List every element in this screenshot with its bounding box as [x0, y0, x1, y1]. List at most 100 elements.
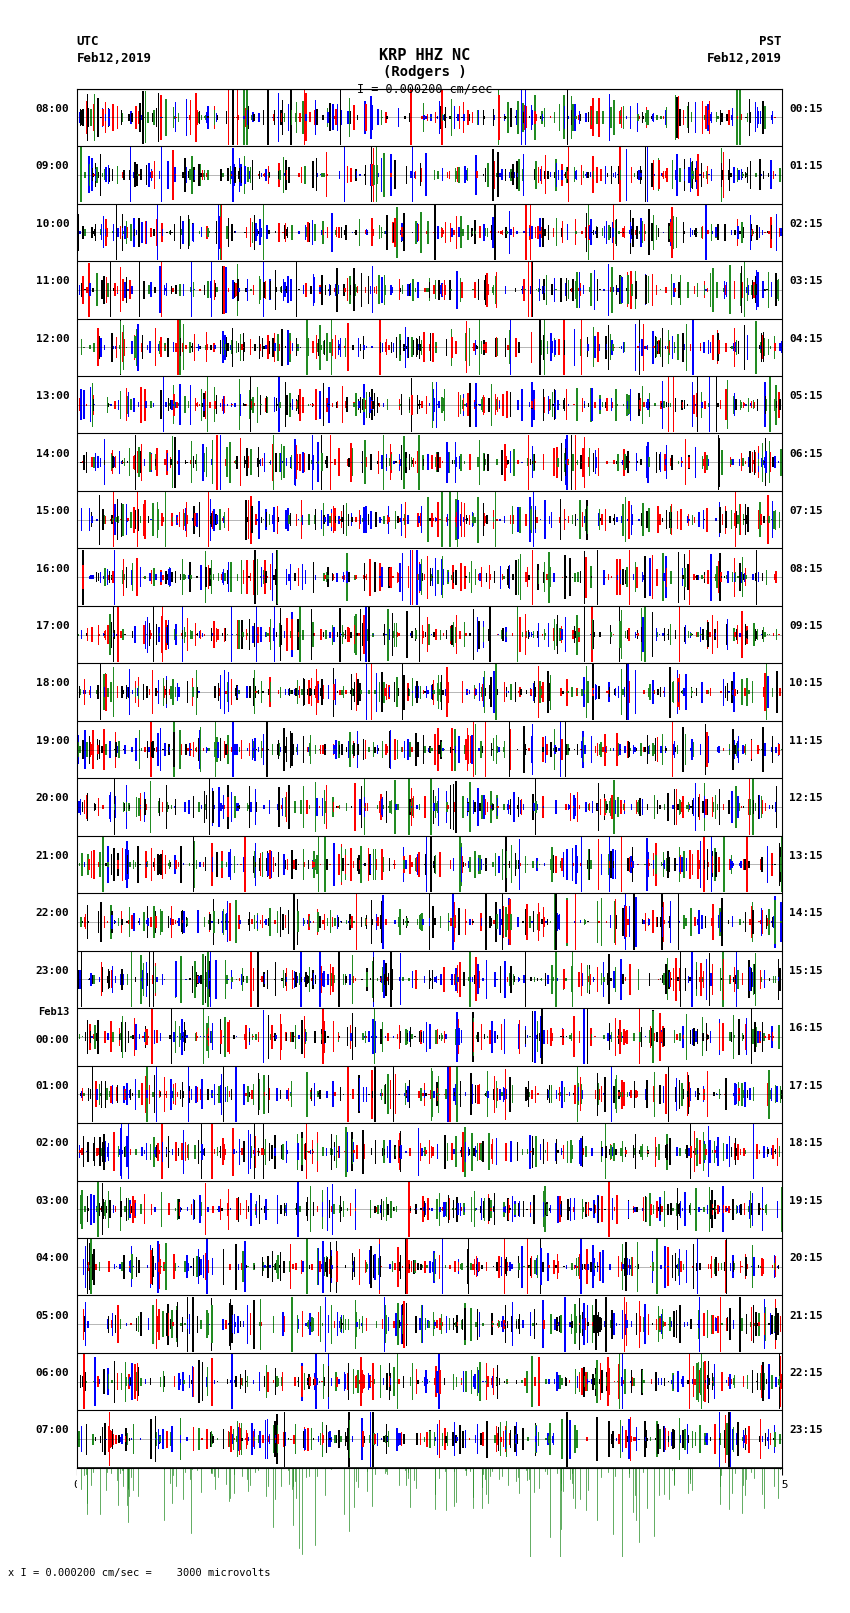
Bar	[738, 736, 740, 763]
Bar	[532, 861, 534, 868]
Bar	[497, 397, 498, 413]
Bar	[493, 1089, 495, 1100]
Bar	[698, 516, 700, 523]
Bar	[443, 115, 444, 119]
Bar	[127, 687, 128, 697]
Bar	[444, 1202, 445, 1216]
Bar	[158, 510, 159, 531]
Bar	[96, 1089, 98, 1100]
Bar	[756, 1144, 758, 1160]
Bar	[736, 511, 737, 527]
Bar	[515, 1436, 517, 1444]
Bar	[689, 632, 691, 637]
Bar	[625, 915, 626, 929]
Bar	[391, 969, 393, 990]
Bar	[383, 1436, 385, 1442]
Bar	[577, 1376, 578, 1387]
Bar	[461, 1378, 462, 1386]
Bar	[706, 106, 707, 129]
Bar	[587, 337, 588, 358]
Bar	[299, 606, 301, 663]
Bar	[453, 1374, 455, 1390]
Bar	[758, 1313, 760, 1336]
Bar	[519, 1019, 520, 1053]
Bar	[750, 1200, 751, 1219]
Bar	[541, 689, 542, 695]
Bar	[469, 919, 471, 924]
Bar	[225, 266, 227, 313]
Bar	[214, 1379, 215, 1384]
Bar	[367, 629, 369, 640]
Bar	[125, 1023, 127, 1052]
Bar	[649, 863, 650, 866]
Bar	[95, 169, 96, 181]
Bar	[231, 224, 233, 240]
Bar	[751, 1318, 752, 1331]
Bar	[301, 168, 303, 182]
Bar	[397, 1034, 398, 1039]
Bar	[527, 568, 529, 587]
Bar	[768, 908, 770, 936]
Bar	[504, 113, 505, 121]
Bar	[613, 1086, 615, 1103]
Bar	[615, 918, 617, 926]
Bar	[360, 786, 362, 829]
Bar	[413, 458, 414, 466]
Bar	[694, 115, 696, 119]
Bar	[389, 858, 390, 871]
Bar	[133, 336, 135, 360]
Bar	[190, 347, 192, 348]
Bar	[557, 1378, 558, 1386]
Bar	[338, 853, 339, 876]
Bar	[437, 502, 439, 537]
Bar	[645, 276, 647, 305]
Bar	[275, 576, 277, 579]
Bar	[354, 284, 356, 295]
Bar	[279, 402, 280, 408]
Bar	[426, 161, 427, 189]
Bar	[343, 505, 344, 534]
Bar	[417, 282, 419, 298]
Bar	[184, 1023, 185, 1052]
Bar	[207, 281, 208, 298]
Bar	[637, 1242, 638, 1292]
Bar	[141, 1147, 143, 1157]
Bar	[157, 732, 159, 766]
Bar	[688, 1082, 690, 1107]
Bar	[388, 518, 390, 523]
Bar	[705, 1432, 706, 1445]
Bar	[321, 1265, 322, 1269]
Bar	[278, 1378, 280, 1386]
Bar	[140, 174, 142, 176]
Bar	[504, 1239, 506, 1294]
Bar	[190, 263, 192, 318]
Bar	[258, 1076, 259, 1113]
Bar	[237, 686, 238, 698]
Bar	[581, 837, 582, 892]
Bar	[155, 327, 156, 366]
Bar	[131, 915, 133, 929]
Bar	[346, 803, 347, 811]
Bar	[121, 461, 122, 465]
Bar	[319, 1094, 320, 1095]
Bar	[450, 223, 451, 242]
Bar	[773, 456, 774, 468]
Bar	[759, 516, 761, 523]
Bar	[745, 1255, 746, 1279]
Bar	[478, 1261, 479, 1271]
Bar	[442, 168, 444, 181]
Bar	[509, 798, 511, 815]
Bar	[399, 453, 400, 471]
Bar	[332, 339, 333, 356]
Bar	[772, 853, 773, 876]
Bar	[626, 1319, 627, 1327]
Bar	[593, 1378, 595, 1386]
Bar	[425, 632, 427, 637]
Bar	[175, 1084, 177, 1105]
Bar	[565, 1378, 566, 1386]
Bar	[347, 460, 348, 465]
Bar	[159, 1090, 161, 1098]
Bar	[488, 1194, 489, 1224]
Bar	[304, 919, 305, 924]
Bar	[390, 1079, 392, 1108]
